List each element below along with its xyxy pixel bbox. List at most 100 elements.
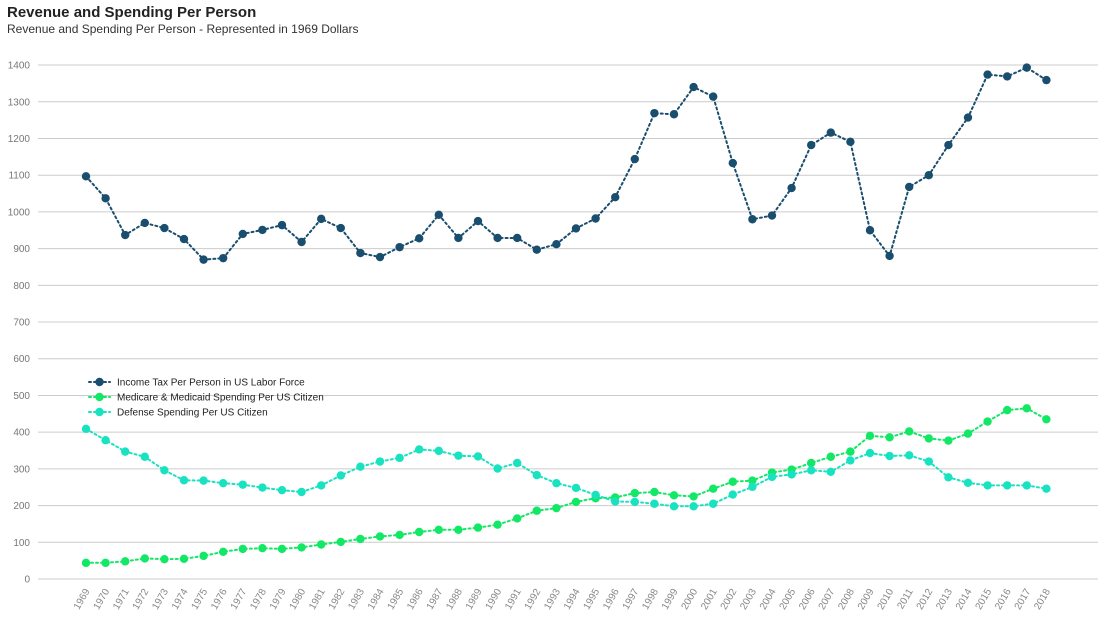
data-point[interactable] [865, 448, 875, 458]
data-point[interactable] [630, 154, 639, 164]
data-point[interactable] [1003, 72, 1012, 81]
data-point[interactable] [983, 70, 992, 79]
data-point[interactable] [709, 92, 718, 101]
data-point[interactable] [121, 557, 130, 566]
data-point[interactable] [865, 226, 875, 235]
data-point[interactable] [885, 251, 894, 261]
data-point[interactable] [219, 547, 228, 557]
data-point[interactable] [846, 137, 855, 146]
data-point[interactable] [199, 551, 208, 561]
data-point[interactable] [924, 457, 933, 466]
data-point[interactable] [905, 427, 914, 436]
data-point[interactable] [297, 543, 306, 552]
data-point[interactable] [375, 252, 385, 262]
data-point[interactable] [767, 211, 777, 220]
data-point[interactable] [297, 237, 306, 247]
data-point[interactable] [669, 502, 679, 511]
data-point[interactable] [395, 242, 404, 252]
data-point[interactable] [924, 170, 933, 180]
data-point[interactable] [709, 499, 718, 508]
data-point[interactable] [513, 233, 522, 243]
data-point[interactable] [415, 527, 424, 537]
data-point[interactable] [1042, 415, 1051, 424]
data-point[interactable] [238, 480, 247, 489]
data-point[interactable] [395, 453, 404, 463]
data-point[interactable] [513, 514, 522, 523]
data-point[interactable] [885, 433, 894, 442]
data-point[interactable] [101, 194, 110, 203]
data-point[interactable] [258, 225, 267, 235]
data-point[interactable] [689, 492, 698, 501]
data-point[interactable] [748, 482, 757, 492]
data-point[interactable] [611, 193, 620, 202]
data-point[interactable] [297, 487, 306, 497]
data-point[interactable] [728, 477, 737, 486]
data-point[interactable] [944, 473, 953, 482]
data-point[interactable] [473, 523, 483, 532]
data-point[interactable] [846, 447, 855, 456]
data-point[interactable] [121, 447, 130, 456]
data-point[interactable] [356, 534, 365, 544]
data-point[interactable] [591, 214, 600, 223]
data-point[interactable] [963, 478, 973, 488]
data-point[interactable] [395, 530, 404, 540]
data-point[interactable] [434, 446, 443, 456]
data-point[interactable] [179, 554, 189, 564]
data-point[interactable] [552, 478, 561, 488]
data-point[interactable] [963, 429, 973, 438]
data-point[interactable] [219, 478, 228, 488]
data-point[interactable] [611, 497, 620, 506]
data-point[interactable] [865, 431, 875, 441]
data-point[interactable] [1042, 75, 1051, 85]
data-point[interactable] [317, 214, 326, 224]
data-point[interactable] [140, 218, 149, 228]
legend-item[interactable]: Defense Spending Per US Citizen [88, 408, 268, 419]
data-point[interactable] [513, 458, 522, 468]
data-point[interactable] [885, 451, 894, 461]
data-point[interactable] [1003, 481, 1012, 490]
data-point[interactable] [493, 233, 502, 243]
data-point[interactable] [81, 424, 91, 434]
data-point[interactable] [905, 182, 914, 192]
data-point[interactable] [728, 158, 737, 168]
data-point[interactable] [179, 476, 189, 485]
data-point[interactable] [219, 253, 228, 263]
data-point[interactable] [434, 525, 443, 535]
data-point[interactable] [924, 434, 933, 443]
data-point[interactable] [807, 140, 816, 150]
data-point[interactable] [258, 543, 267, 553]
data-point[interactable] [454, 525, 463, 535]
data-point[interactable] [121, 230, 130, 240]
legend[interactable]: Income Tax Per Person in US Labor Force M… [88, 378, 324, 419]
data-point[interactable] [277, 544, 287, 554]
data-point[interactable] [983, 417, 992, 426]
data-point[interactable] [1022, 63, 1031, 72]
data-point[interactable] [630, 497, 639, 507]
data-point[interactable] [336, 223, 345, 233]
data-point[interactable] [336, 471, 345, 480]
data-point[interactable] [630, 488, 639, 498]
data-point[interactable] [787, 470, 796, 479]
data-point[interactable] [571, 224, 581, 233]
data-point[interactable] [179, 234, 189, 244]
data-point[interactable] [591, 490, 600, 500]
data-point[interactable] [277, 220, 287, 230]
data-point[interactable] [199, 255, 208, 264]
data-point[interactable] [473, 216, 483, 226]
data-point[interactable] [317, 540, 326, 549]
data-point[interactable] [826, 128, 835, 137]
legend-item[interactable]: Income Tax Per Person in US Labor Force [88, 378, 305, 389]
data-point[interactable] [434, 210, 443, 220]
data-point[interactable] [826, 467, 835, 477]
data-point[interactable] [983, 481, 992, 490]
data-point[interactable] [728, 490, 737, 499]
data-point[interactable] [258, 483, 267, 492]
data-point[interactable] [669, 110, 679, 119]
data-point[interactable] [238, 544, 247, 554]
data-point[interactable] [81, 558, 91, 568]
data-point[interactable] [944, 436, 953, 445]
data-point[interactable] [571, 497, 581, 507]
data-point[interactable] [238, 229, 247, 239]
data-point[interactable] [1022, 404, 1031, 413]
data-point[interactable] [963, 113, 973, 122]
